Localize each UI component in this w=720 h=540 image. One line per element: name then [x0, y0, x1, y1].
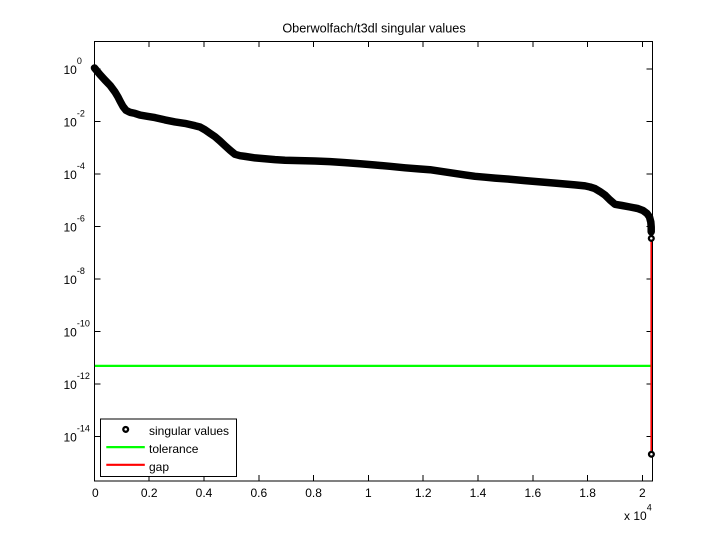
svg-text:singular values: singular values [149, 424, 229, 438]
svg-text:0.6: 0.6 [250, 486, 267, 500]
svg-text:1: 1 [365, 486, 372, 500]
svg-text:0.4: 0.4 [196, 486, 213, 500]
svg-text:0.2: 0.2 [141, 486, 158, 500]
svg-text:0: 0 [92, 486, 99, 500]
svg-text:0.8: 0.8 [305, 486, 322, 500]
svg-text:1.6: 1.6 [524, 486, 541, 500]
svg-text:1.4: 1.4 [470, 486, 487, 500]
svg-text:gap: gap [149, 460, 169, 474]
svg-text:Oberwolfach/t3dl singular valu: Oberwolfach/t3dl singular values [282, 21, 465, 35]
svg-text:1.8: 1.8 [579, 486, 596, 500]
svg-text:2: 2 [639, 486, 646, 500]
svg-text:tolerance: tolerance [149, 442, 199, 456]
svg-text:1.2: 1.2 [415, 486, 432, 500]
